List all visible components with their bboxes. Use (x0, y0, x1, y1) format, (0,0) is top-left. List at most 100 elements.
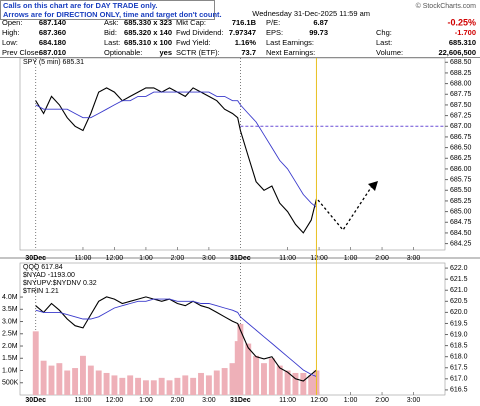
y-tick-label: 686.50 (450, 144, 472, 151)
note-box (0, 0, 215, 20)
volume-bar (190, 377, 197, 395)
y-tick-label: 687.50 (450, 102, 472, 109)
y-tick-label: 618.0 (450, 354, 468, 361)
quote-label: Chg: (376, 28, 392, 37)
x-tick-label: 1:00 (344, 255, 358, 262)
datetime: Wednesday 31-Dec-2025 11:59 am (252, 9, 370, 18)
quote-value: 685.310 (449, 38, 476, 47)
y-tick-label: 688.50 (450, 59, 472, 66)
quote-value: 684.180 (39, 38, 66, 47)
quote-value: yes (159, 48, 172, 57)
y2-tick-label: 2.5M (2, 331, 18, 338)
arrow-head (368, 181, 378, 191)
x-tick-label: 12:00 (106, 397, 124, 404)
quote-label: High: (2, 28, 20, 37)
quote-label: Low: (2, 38, 18, 47)
y2-tick-label: 2.0M (2, 343, 18, 350)
quote-label: Ask: (104, 18, 119, 27)
volume-bar (135, 377, 142, 395)
volume-bar (182, 375, 189, 395)
x-tick-label: 31Dec (230, 397, 251, 404)
y-tick-label: 685.25 (450, 198, 472, 205)
price-line (35, 87, 318, 234)
y-tick-label: 687.25 (450, 112, 472, 119)
y-tick-label: 620.0 (450, 309, 468, 316)
volume-bar (119, 377, 126, 395)
volume-bar (308, 375, 315, 395)
x-tick-label: 3:00 (407, 397, 421, 404)
volume-bar (40, 360, 47, 395)
volume-bar (158, 377, 165, 395)
volume-bar (95, 370, 102, 395)
y-tick-label: 622.0 (450, 265, 468, 272)
legend-entry: SPY (5 min) 685.31 (23, 59, 84, 66)
legend-entry: QQQ 617.84 (23, 264, 63, 271)
y-tick-label: 686.25 (450, 155, 472, 162)
volume-bar (174, 377, 181, 395)
watermark: © StockCharts.com (416, 2, 477, 10)
y-tick-label: 685.75 (450, 176, 472, 183)
volume-bar (198, 372, 204, 395)
y-tick-label: 686.75 (450, 134, 472, 141)
x-tick-label: 2:00 (375, 397, 389, 404)
y2-tick-label: 4.0M (2, 294, 18, 301)
y-tick-label: 684.75 (450, 219, 472, 226)
x-tick-label: 11:00 (74, 255, 91, 262)
note-line: Arrows are for DIRECTION ONLY, time and … (3, 10, 222, 19)
quote-label: EPS: (266, 28, 283, 37)
x-tick-label: 2:00 (171, 397, 185, 404)
quote-label: Volume: (376, 48, 403, 57)
change-pct: -0.25% (447, 17, 476, 27)
x-tick-label: 30Dec (25, 255, 46, 262)
volume-bar (111, 375, 118, 395)
y2-tick-label: 1.5M (2, 355, 18, 362)
quote-label: SCTR (ETF): (176, 48, 220, 57)
volume-bar (237, 323, 244, 395)
volume-bar (87, 365, 94, 395)
quote-value: 99.73 (309, 28, 328, 37)
volume-bar (80, 355, 86, 395)
x-tick-label: 3:00 (202, 397, 216, 404)
volume-bar (300, 372, 307, 395)
y-tick-label: 619.5 (450, 320, 468, 327)
y2-tick-label: 3.0M (2, 318, 18, 325)
quote-label: Last: (376, 38, 392, 47)
quote-value: 22,606,500 (438, 48, 476, 57)
quote-label: Last Earnings: (266, 38, 314, 47)
x-tick-label: 1:00 (139, 397, 153, 404)
x-tick-label: 12:00 (310, 397, 328, 404)
plots: 688.50 688.25 688.00 687.75 687.50 687.25 687.… (2, 57, 472, 404)
y-tick-label: 688.25 (450, 70, 472, 77)
note-line: Calls on this chart are for DAY TRADE on… (3, 1, 157, 10)
volume-bar (64, 370, 71, 395)
y-tick-label: 685.50 (450, 187, 472, 194)
quote-label: Fwd Yield: (176, 38, 211, 47)
volume-bar (284, 370, 291, 395)
y-tick-label: 685.00 (450, 208, 472, 215)
x-tick-label: 2:00 (171, 255, 185, 262)
price-line (35, 91, 317, 208)
y2-tick-label: 3.5M (2, 306, 18, 313)
quote-table: Open: 687.140 Ask: 685.330 x 323 Mkt Cap: 716… (2, 18, 476, 57)
quote-label: Optionable: (104, 48, 142, 57)
x-tick-label: 2:00 (375, 255, 389, 262)
y-tick-label: 619.0 (450, 331, 468, 338)
y-tick-label: 684.25 (450, 240, 472, 247)
y-tick-label: 621.0 (450, 287, 468, 294)
price-line (35, 298, 317, 378)
quote-value: 685.310 x 100 (124, 38, 172, 47)
x-tick-label: 30Dec (25, 397, 46, 404)
volume-bar (127, 375, 134, 395)
volume-bar (142, 380, 149, 395)
y-tick-label: 617.0 (450, 376, 468, 383)
volume-bar (213, 370, 220, 395)
legend-entry: $NYUPV:$NYDNV 0.32 (23, 280, 97, 287)
volume-bar (103, 372, 110, 395)
volume-bar (245, 343, 252, 395)
quote-value: 6.87 (313, 18, 328, 27)
x-tick-label: 12:00 (310, 255, 328, 262)
x-tick-label: 12:00 (106, 255, 124, 262)
quote-value: -1.700 (455, 28, 476, 37)
volume-bar (261, 363, 267, 395)
